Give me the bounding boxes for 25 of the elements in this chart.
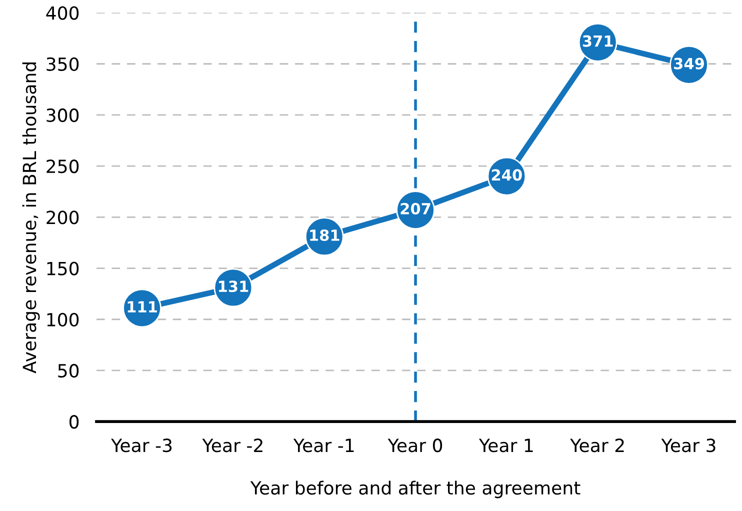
y-tick-label: 250 bbox=[46, 160, 79, 174]
data-label: 181 bbox=[310, 229, 340, 242]
x-tick-label: Year -2 bbox=[202, 438, 262, 452]
data-label: 111 bbox=[128, 301, 157, 312]
x-tick-label: Year 3 bbox=[661, 438, 716, 452]
y-tick-label: 150 bbox=[47, 262, 79, 276]
y-tick-label: 0 bbox=[69, 415, 79, 429]
y-axis-title: Average revenue, in BRL thousand bbox=[22, 62, 40, 374]
x-axis-title: Year before and after the agreement bbox=[250, 480, 580, 498]
data-label: 207 bbox=[400, 202, 430, 214]
data-label: 371 bbox=[582, 35, 613, 47]
data-label: 131 bbox=[218, 280, 248, 292]
y-tick-label: 200 bbox=[46, 210, 79, 224]
x-tick-label: Year -1 bbox=[293, 438, 354, 452]
x-tick-label: Year 1 bbox=[478, 438, 533, 452]
x-tick-label: Year -3 bbox=[111, 438, 172, 452]
data-label: 349 bbox=[674, 58, 704, 70]
y-tick-label: 100 bbox=[47, 312, 79, 326]
x-tick-label: Year 2 bbox=[570, 438, 624, 452]
y-tick-label: 50 bbox=[58, 364, 79, 378]
data-label: 240 bbox=[492, 169, 522, 181]
y-tick-label: 400 bbox=[46, 6, 79, 20]
y-tick-label: 350 bbox=[46, 57, 79, 71]
x-tick-label: Year 0 bbox=[388, 438, 442, 452]
y-tick-label: 300 bbox=[46, 108, 79, 122]
